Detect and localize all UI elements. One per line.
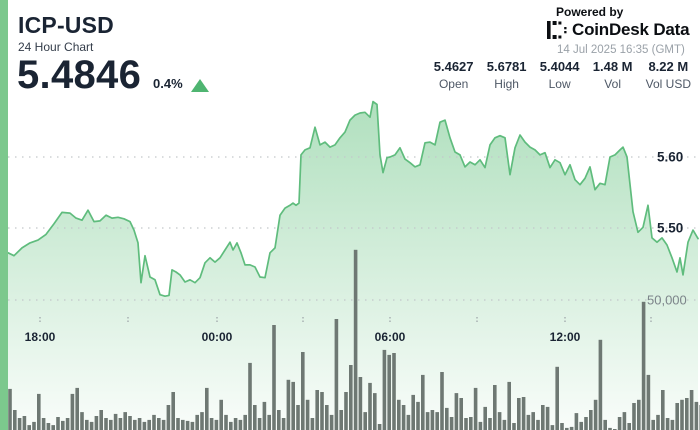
volume-bars <box>8 249 700 430</box>
svg-text:06:00: 06:00 <box>375 330 406 344</box>
price-area <box>8 101 698 430</box>
price-line <box>7 100 699 298</box>
coindesk-logo-icon <box>547 21 568 39</box>
current-price: 5.4846 <box>17 53 142 97</box>
svg-text:00:00: 00:00 <box>202 330 233 344</box>
stat-vol-value: 1.48 M <box>592 59 633 74</box>
svg-text:5.50: 5.50 <box>657 221 683 236</box>
accent-bar <box>0 0 8 430</box>
stat-low: 5.4044 Low <box>540 59 580 91</box>
price-axis-labels: 5.60 5.50 <box>657 150 683 236</box>
timestamp: 14 Jul 2025 16:35 (GMT) <box>557 44 685 56</box>
change-percent: 0.4% <box>153 76 183 91</box>
stat-high: 5.6781 High <box>487 59 527 91</box>
up-triangle-icon <box>191 79 209 92</box>
stat-open: 5.4627 Open <box>434 59 474 91</box>
chart-range-subtitle: 24 Hour Chart <box>18 40 94 54</box>
brand-name: CoinDesk Data <box>572 20 690 39</box>
stats-row: 5.4627 Open 5.6781 High 5.4044 Low 1.48 … <box>434 59 691 91</box>
pair-title: ICP-USD <box>18 12 114 38</box>
stat-low-label: Low <box>548 77 571 91</box>
stat-vol-usd-label: Vol USD <box>645 77 691 91</box>
stat-vol-usd-value: 8.22 M <box>648 59 689 74</box>
stat-open-value: 5.4627 <box>433 59 474 74</box>
stat-vol-label: Vol <box>604 77 621 91</box>
svg-text:5.60: 5.60 <box>657 150 683 165</box>
volume-axis-label: 50,000 <box>647 293 687 308</box>
stat-low-value: 5.4044 <box>539 59 580 74</box>
stat-high-value: 5.6781 <box>486 59 527 74</box>
svg-text:12:00: 12:00 <box>550 330 581 344</box>
stat-open-label: Open <box>438 77 469 91</box>
time-axis: 18:00 00:00 06:00 12:00 <box>25 317 652 344</box>
brand-row: CoinDesk Data <box>547 20 690 40</box>
svg-text:18:00: 18:00 <box>25 330 56 344</box>
powered-by-label: Powered by <box>556 5 624 19</box>
stat-vol-usd: 8.22 M Vol USD <box>646 59 691 91</box>
stat-high-label: High <box>494 77 519 91</box>
stat-vol: 1.48 M Vol <box>593 59 633 91</box>
